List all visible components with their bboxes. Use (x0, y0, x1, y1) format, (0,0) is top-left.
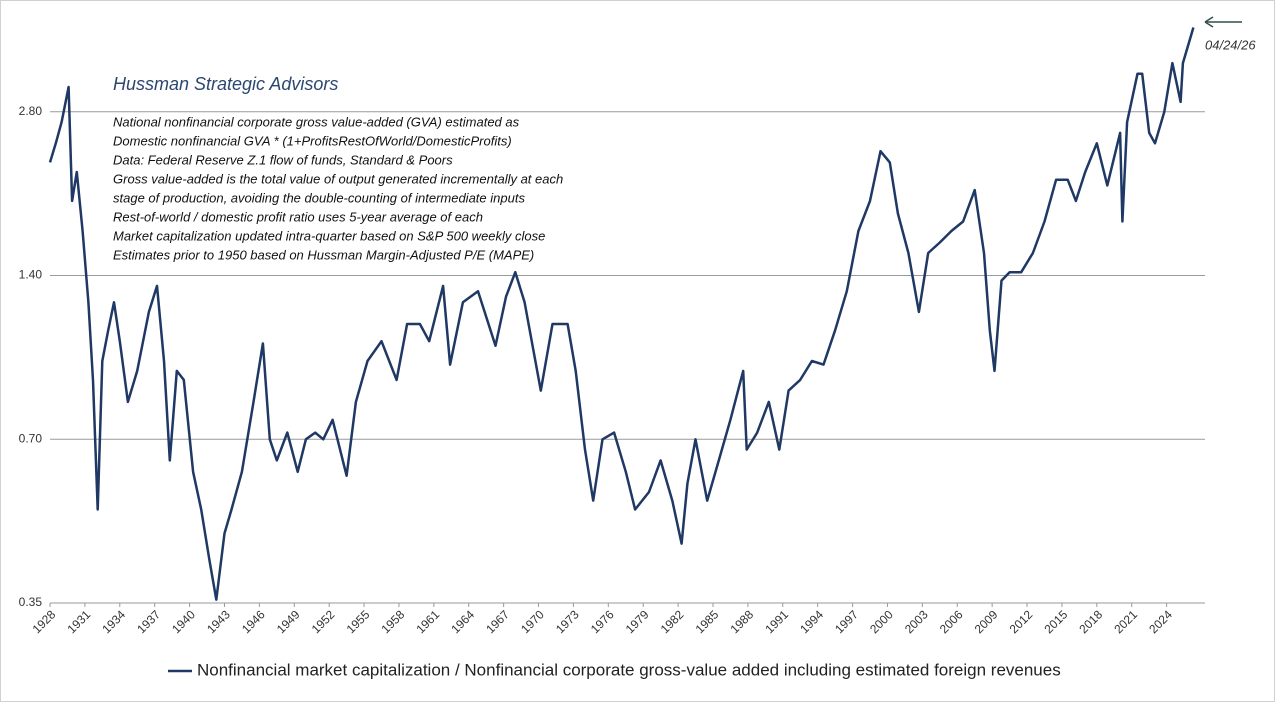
note-line: Estimates prior to 1950 based on Hussman… (113, 247, 534, 262)
series-line (48, 27, 1195, 601)
y-tick-label: 0.35 (19, 595, 43, 609)
chart-title: Hussman Strategic Advisors (113, 74, 338, 94)
note-line: Data: Federal Reserve Z.1 flow of funds,… (113, 152, 453, 167)
note-line: Rest-of-world / domestic profit ratio us… (113, 209, 483, 224)
annotation-arrow (1204, 16, 1242, 28)
y-tick-label: 1.40 (19, 268, 43, 282)
note-line: Gross value-added is the total value of … (113, 171, 563, 186)
note-line: Market capitalization updated intra-quar… (113, 228, 545, 243)
note-line: National nonfinancial corporate gross va… (113, 114, 520, 129)
y-tick-label: 2.80 (19, 104, 43, 118)
annotation: 04/24/26 (1205, 37, 1256, 52)
note-line: stage of production, avoiding the double… (113, 190, 525, 205)
y-tick-label: 0.70 (19, 431, 43, 445)
legend-label: Nonfinancial market capitalization / Non… (197, 660, 1061, 679)
note-line: Domestic nonfinancial GVA * (1+ProfitsRe… (113, 133, 512, 148)
